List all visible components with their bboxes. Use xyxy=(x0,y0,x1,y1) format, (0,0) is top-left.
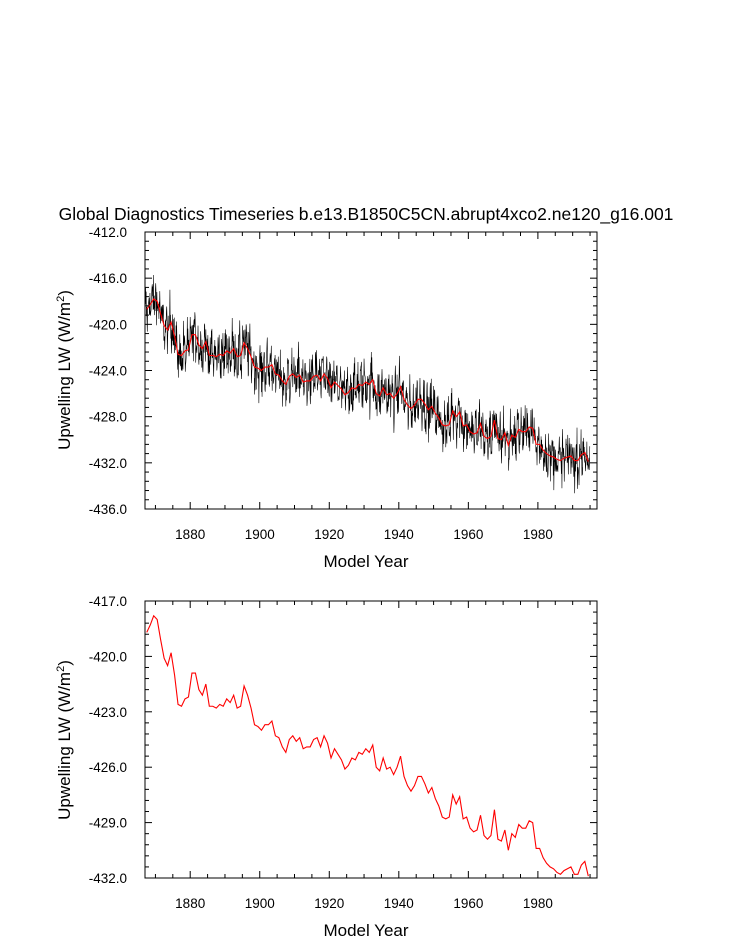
bottom-y-tick-label: -429.0 xyxy=(89,816,127,831)
bottom-x-tick-label: 1940 xyxy=(384,896,414,911)
top-panel-title: Global Diagnostics Timeseries b.e13.B185… xyxy=(59,204,674,225)
bottom-y-tick-label: -426.0 xyxy=(89,760,127,775)
top-y-tick-label: -424.0 xyxy=(89,364,127,379)
top-y-tick-label: -436.0 xyxy=(89,502,127,517)
top-y-tick-label: -412.0 xyxy=(89,225,127,240)
bottom-x-axis-label: Model Year xyxy=(323,921,408,940)
bottom-y-tick-label: -432.0 xyxy=(89,871,127,886)
bottom-x-tick-label: 1880 xyxy=(175,896,205,911)
bottom-y-tick-label: -423.0 xyxy=(89,705,127,720)
top-x-tick-label: 1940 xyxy=(384,527,414,542)
bottom-x-tick-label: 1920 xyxy=(314,896,344,911)
top-series-annual-line xyxy=(146,298,589,462)
top-x-tick-label: 1980 xyxy=(523,527,553,542)
top-x-tick-label: 1900 xyxy=(245,527,275,542)
top-y-axis-label: Upwelling LW (W/m2) xyxy=(55,290,74,450)
bottom-x-tick-label: 1960 xyxy=(453,896,483,911)
top-x-tick-label: 1960 xyxy=(453,527,483,542)
bottom-panel: 1880 1900 1920 1940 1960 1980 -432.0 -429.0 -426… xyxy=(55,594,598,940)
top-x-tick-label: 1920 xyxy=(314,527,344,542)
top-panel: Global Diagnostics Timeseries b.e13.B185… xyxy=(55,204,673,571)
top-y-tick-label: -432.0 xyxy=(89,456,127,471)
top-x-axis-label: Model Year xyxy=(323,552,408,571)
bottom-y-axis-label: Upwelling LW (W/m2) xyxy=(55,660,74,820)
top-plot-area: 1880 1900 1920 1940 1960 1980 -436.0 -432.0 -428… xyxy=(89,225,598,542)
bottom-x-tick-label: 1900 xyxy=(245,896,275,911)
bottom-x-tick-label: 1980 xyxy=(523,896,553,911)
bottom-plot-frame xyxy=(144,600,598,879)
top-series-monthly-line xyxy=(145,275,591,494)
top-x-tick-label: 1880 xyxy=(175,527,205,542)
top-y-tick-label: -428.0 xyxy=(89,410,127,425)
bottom-y-tick-label: -417.0 xyxy=(89,594,127,609)
bottom-y-tick-label: -420.0 xyxy=(89,649,127,664)
bottom-series-annual-line xyxy=(146,614,589,877)
top-y-tick-label: -416.0 xyxy=(89,271,127,286)
top-y-tick-label: -420.0 xyxy=(89,317,127,332)
bottom-plot-area: 1880 1900 1920 1940 1960 1980 -432.0 -429.0 -426… xyxy=(89,594,598,911)
